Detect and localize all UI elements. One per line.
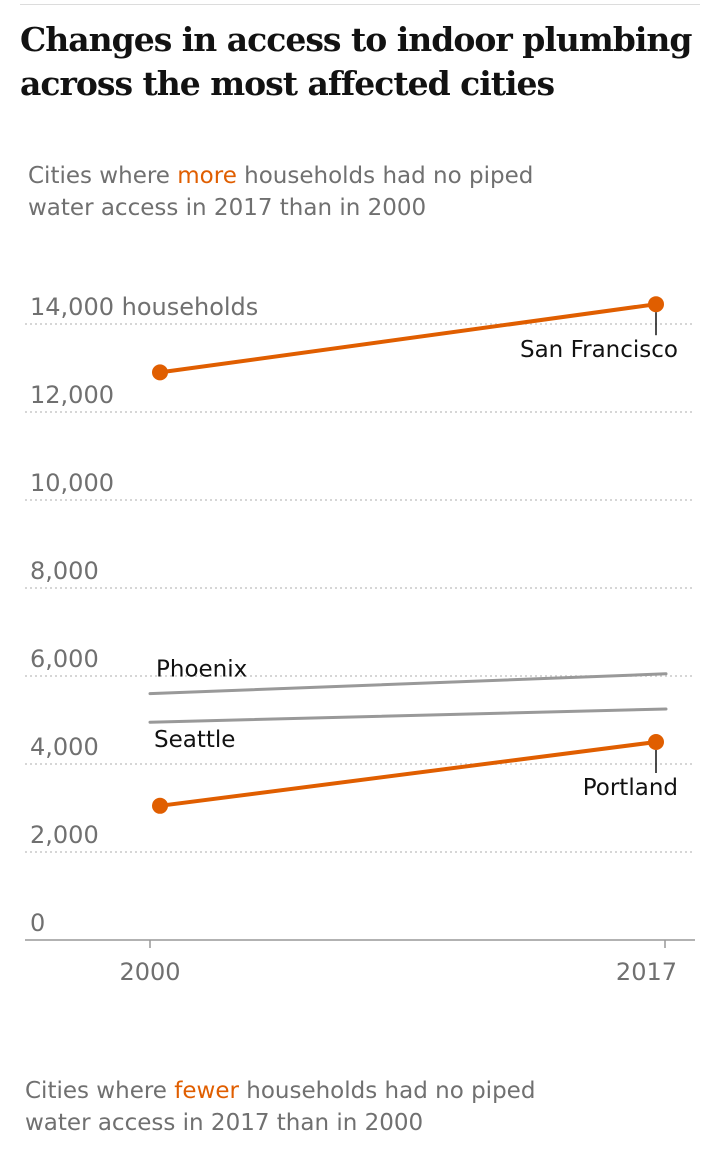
legend-more-note: Cities where more households had no pipe…: [28, 160, 588, 224]
legend-more-suffix: households had no piped water access in …: [28, 163, 534, 221]
chart-title: Changes in access to indoor plumbing acr…: [20, 20, 692, 103]
y-tick-label-4000: 4,000: [30, 733, 99, 761]
point-san-francisco-2000: [152, 364, 168, 381]
y-tick-label-2000: 2,000: [30, 821, 99, 849]
top-rule: [20, 4, 700, 5]
y-tick-label-6000: 6,000: [30, 645, 99, 673]
x-axis: 2000 2017: [25, 939, 695, 986]
series-line-phoenix: [148, 672, 668, 696]
x-tick-label-2000: 2000: [119, 958, 180, 986]
slope-chart: 2000 2017 0 2,000 4,000 6,000 8,000 10,000 12,0…: [25, 293, 695, 986]
series-line-san-francisco: [158, 302, 658, 375]
legend-fewer-suffix: households had no piped water access in …: [25, 1078, 536, 1136]
y-tick-label-8000: 8,000: [30, 557, 99, 585]
series-lines: [148, 296, 668, 814]
gridlines: [25, 323, 695, 853]
point-portland-2000: [152, 797, 168, 814]
series-label-san-francisco: San Francisco: [520, 337, 678, 363]
y-tick-label-12000: 12,000: [30, 381, 114, 409]
legend-fewer-note: Cities where fewer households had no pip…: [25, 1075, 585, 1139]
series-label-phoenix: Phoenix: [156, 657, 247, 683]
y-tick-label-10000: 10,000: [30, 469, 114, 497]
legend-more-prefix: Cities where: [28, 163, 178, 189]
point-portland-2017: [648, 734, 664, 750]
y-tick-label-14000: 14,000 households: [30, 293, 258, 321]
series-line-portland: [158, 740, 658, 808]
series-label-seattle: Seattle: [154, 727, 235, 753]
series-line-seattle: [148, 707, 668, 724]
x-tick-label-2017: 2017: [616, 958, 677, 986]
series-label-portland: Portland: [583, 775, 678, 801]
point-san-francisco-2017: [648, 296, 664, 313]
y-axis-tick-labels: 0 2,000 4,000 6,000 8,000 10,000 12,000 14,000 …: [30, 293, 258, 937]
legend-fewer-highlight: fewer: [174, 1078, 239, 1104]
legend-more-highlight: more: [177, 163, 237, 189]
y-tick-label-0: 0: [30, 909, 45, 937]
series-labels: San Francisco Phoenix Seattle Portland: [154, 312, 678, 801]
legend-fewer-prefix: Cities where: [25, 1078, 175, 1104]
